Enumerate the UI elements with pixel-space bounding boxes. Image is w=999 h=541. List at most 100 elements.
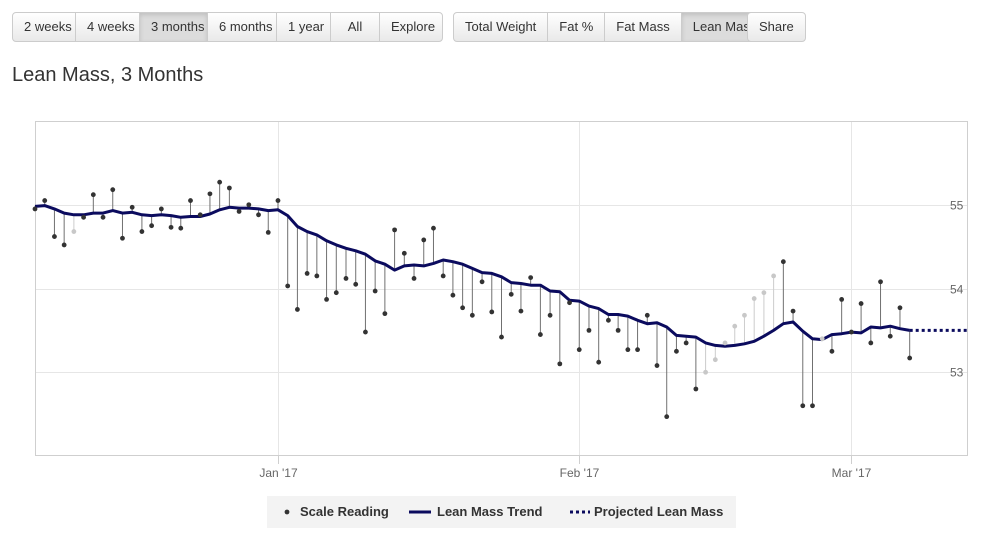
- x-tick-label: Feb '17: [560, 466, 600, 480]
- reading-point: [431, 225, 436, 231]
- reading-point: [363, 329, 368, 335]
- reading-point: [693, 386, 699, 392]
- reading-point: [61, 242, 67, 248]
- reading-point: [353, 281, 359, 287]
- range-6-months-button[interactable]: 6 months: [207, 12, 277, 42]
- reading-point: [518, 308, 524, 314]
- legend-background: [267, 496, 736, 528]
- reading-point: [635, 347, 640, 353]
- reading-point: [217, 179, 223, 185]
- reading-point: [878, 279, 883, 285]
- reading-point: [722, 340, 728, 346]
- reading-point: [168, 224, 174, 230]
- range-4-weeks-button[interactable]: 4 weeks: [75, 12, 140, 42]
- reading-point: [674, 348, 679, 354]
- y-tick-label: 53: [950, 366, 964, 380]
- reading-point: [489, 309, 495, 315]
- reading-point: [42, 198, 48, 203]
- reading-point: [858, 301, 864, 306]
- reading-point: [567, 300, 572, 306]
- reading-point: [392, 227, 397, 233]
- reading-point: [819, 336, 825, 342]
- share-button[interactable]: Share: [747, 12, 806, 42]
- reading-point: [295, 307, 300, 312]
- reading-point: [90, 192, 96, 198]
- reading-point: [460, 305, 466, 311]
- reading-point: [703, 369, 708, 375]
- reading-point: [576, 347, 582, 353]
- reading-point: [256, 212, 261, 218]
- reading-point: [382, 311, 388, 317]
- reading-point: [780, 259, 786, 265]
- reading-point: [751, 296, 757, 301]
- reading-point: [557, 361, 563, 367]
- reading-point: [411, 276, 417, 281]
- reading-point: [596, 359, 602, 365]
- reading-point: [848, 329, 854, 335]
- reading-point: [333, 290, 339, 296]
- reading-point: [100, 214, 106, 220]
- chart-title: Lean Mass, 3 Months: [12, 64, 204, 86]
- share-button-group: Share: [747, 12, 806, 42]
- reading-point: [615, 327, 621, 333]
- reading-point: [304, 271, 310, 276]
- reading-point: [479, 279, 485, 285]
- range-2-weeks-button[interactable]: 2 weeks: [12, 12, 76, 42]
- legend-trend-label: Lean Mass Trend: [437, 504, 543, 519]
- reading-point: [644, 312, 650, 318]
- reading-point: [275, 198, 281, 203]
- plot-area: [35, 121, 968, 456]
- reading-point: [508, 291, 514, 297]
- reading-points: [32, 179, 913, 420]
- reading-point: [226, 185, 232, 191]
- reading-point: [178, 225, 184, 231]
- range-explore-button[interactable]: Explore: [379, 12, 443, 42]
- reading-point: [907, 355, 913, 361]
- reading-point: [343, 276, 349, 281]
- metric-total-weight-button[interactable]: Total Weight: [453, 12, 549, 42]
- y-tick-label: 55: [950, 199, 964, 213]
- reading-point: [868, 340, 874, 346]
- reading-point: [149, 223, 155, 229]
- range-1-year-button[interactable]: 1 year: [276, 12, 331, 42]
- reading-point: [712, 357, 718, 363]
- reading-point: [236, 209, 242, 214]
- reading-point: [790, 308, 796, 314]
- reading-point: [440, 273, 446, 279]
- range-button-group: 2 weeks 4 weeks 3 months 6 months 1 year All E…: [12, 12, 443, 42]
- reading-point: [188, 198, 193, 203]
- reading-point: [654, 363, 660, 368]
- reading-point: [839, 296, 845, 302]
- trend-lines: [34, 204, 968, 348]
- x-tick-label: Jan '17: [259, 466, 298, 480]
- reading-point: [421, 237, 427, 243]
- reading-point: [664, 414, 670, 420]
- metric-button-group: Total Weight Fat % Fat Mass Lean Mass: [453, 12, 769, 42]
- legend-reading-label: Scale Reading: [300, 504, 389, 519]
- reading-point: [197, 212, 203, 218]
- metric-fat-mass-button[interactable]: Fat Mass: [604, 12, 682, 42]
- reading-point: [139, 229, 145, 234]
- reading-point: [625, 347, 631, 353]
- reading-point: [469, 312, 475, 318]
- reading-point: [246, 202, 252, 208]
- reading-point: [547, 312, 553, 318]
- reading-point: [537, 332, 543, 337]
- axis-labels: 53 54 55 Jan '17 Feb '17 Mar '17: [259, 199, 963, 481]
- reading-point: [829, 348, 835, 354]
- reading-point: [32, 206, 38, 212]
- reading-point: [207, 191, 213, 197]
- legend-reading-marker: [284, 509, 290, 515]
- reading-point: [52, 234, 57, 239]
- reading-point: [265, 229, 271, 235]
- metric-fat-pct-button[interactable]: Fat %: [547, 12, 606, 42]
- reading-point: [761, 290, 767, 296]
- metric-lean-mass-button[interactable]: Lean Mass: [680, 12, 769, 42]
- reading-point: [158, 206, 164, 212]
- x-tick-label: Mar '17: [832, 466, 872, 480]
- reading-point: [742, 312, 747, 318]
- range-3-months-button[interactable]: 3 months: [139, 12, 208, 42]
- reading-point: [528, 275, 534, 281]
- reading-point: [897, 305, 903, 311]
